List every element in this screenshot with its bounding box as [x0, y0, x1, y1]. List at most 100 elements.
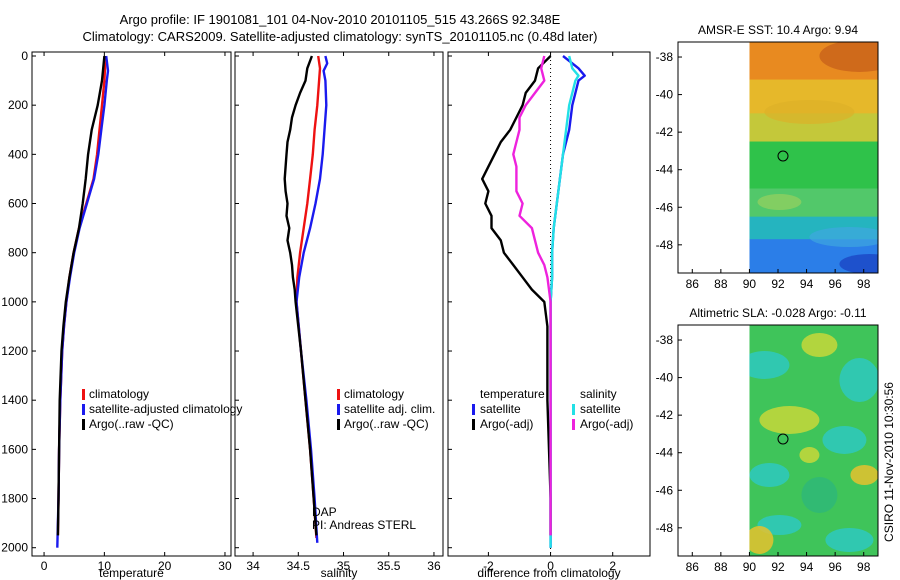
series-line	[295, 55, 322, 538]
map-field	[749, 42, 879, 273]
x-tick-label: 20	[158, 559, 172, 573]
warm-patch	[764, 100, 855, 124]
x-tick-label: 36	[427, 559, 441, 573]
x-tick-label: 35.5	[377, 559, 401, 573]
legend-label: satellite	[580, 402, 621, 416]
temperature-profile: 0 10 20 30 0 200 400 600 800 1000 1200 1400 1600 1800…	[1, 49, 242, 580]
y-tick-label: 800	[8, 246, 28, 260]
y-tick-label: 1600	[1, 442, 28, 456]
warm-patch	[819, 42, 879, 72]
color-band	[749, 141, 878, 189]
anomaly-patch	[839, 358, 879, 402]
y-tick-label: 200	[8, 98, 28, 112]
annotation: DAP	[312, 505, 337, 519]
legend-label: satellite-adjusted climatology	[89, 402, 242, 416]
anomaly-patch	[749, 463, 790, 487]
x-tick-label: 90	[743, 560, 757, 574]
legend-swatch	[472, 419, 475, 430]
plot-frame	[447, 51, 651, 557]
y-tick-label: 1000	[1, 295, 28, 309]
legend-swatch	[337, 419, 340, 430]
legend-label: climatology	[344, 387, 404, 401]
anomaly-patch	[759, 406, 820, 434]
map-field	[749, 325, 879, 556]
x-tick-label: 94	[800, 277, 814, 291]
y-tick-label: -48	[656, 521, 674, 535]
credit-text: CSIRO 11-Nov-2010 10:30:56	[882, 382, 896, 542]
x-axis-label: temperature	[99, 566, 164, 580]
anomaly-patch	[799, 447, 820, 463]
anomaly-patch	[749, 526, 774, 554]
y-tick-label: -42	[656, 408, 674, 422]
x-tick-label: 34.5	[287, 559, 311, 573]
sst-map: AMSR-E SST: 10.4 Argo: 9.94 86 88 90 92 94 96 9…	[656, 23, 879, 291]
y-tick-label: 400	[8, 147, 28, 161]
x-axis-label: salinity	[321, 566, 358, 580]
legend-label: Argo(..raw -QC)	[89, 417, 174, 431]
plot-frame	[234, 51, 444, 557]
legend-swatch	[337, 389, 340, 400]
y-tick-label: 1400	[1, 393, 28, 407]
anomaly-patch	[825, 528, 874, 552]
y-tick-label: 0	[21, 49, 28, 63]
series-line	[283, 55, 318, 536]
y-tick-label: -42	[656, 125, 674, 139]
map-title: AMSR-E SST: 10.4 Argo: 9.94	[698, 23, 858, 37]
series-line	[56, 55, 107, 536]
x-tick-label: 96	[828, 277, 842, 291]
y-tick-label: -48	[656, 238, 674, 252]
figure-title-line1: Argo profile: IF 1901081_101 04-Nov-2010…	[120, 12, 561, 27]
y-tick-label: 1200	[1, 344, 28, 358]
x-tick-label: 2	[609, 559, 616, 573]
cool-patch	[757, 194, 802, 210]
legend-swatch	[472, 404, 475, 415]
legend-swatch	[572, 404, 575, 415]
series-line	[56, 55, 106, 536]
cool-patch	[809, 227, 879, 247]
anomaly-patch	[822, 426, 867, 454]
y-tick-label: -46	[656, 483, 674, 497]
y-tick-label: -38	[656, 333, 674, 347]
legend-label: Argo(..raw -QC)	[344, 417, 429, 431]
y-tick-label: -44	[656, 163, 674, 177]
x-tick-label: -2	[483, 559, 494, 573]
legend-swatch	[82, 389, 85, 400]
x-tick-label: 98	[857, 560, 871, 574]
anomaly-patch	[749, 351, 790, 379]
x-tick-label: 92	[771, 560, 785, 574]
series-line	[549, 55, 586, 548]
legend-group-title: salinity	[580, 387, 617, 401]
anomaly-patch	[801, 333, 838, 357]
annotation: PI: Andreas STERL	[312, 518, 416, 532]
x-tick-label: 86	[686, 277, 700, 291]
legend-group-title: temperature	[480, 387, 545, 401]
legend-label: satellite adj. clim.	[344, 402, 435, 416]
legend-label: Argo(-adj)	[480, 417, 533, 431]
y-tick-label: 1800	[1, 492, 28, 506]
anomaly-patch	[850, 465, 879, 485]
argo-location-marker	[777, 433, 789, 445]
y-tick-label: -46	[656, 200, 674, 214]
series-line	[481, 55, 552, 536]
y-tick-label: -40	[656, 371, 674, 385]
legend-swatch	[572, 419, 575, 430]
x-tick-label: 92	[771, 277, 785, 291]
y-tick-label: -44	[656, 446, 674, 460]
series-line	[512, 55, 552, 536]
x-tick-label: 86	[686, 560, 700, 574]
x-tick-label: 96	[828, 560, 842, 574]
y-tick-label: 600	[8, 197, 28, 211]
y-tick-label: -40	[656, 88, 674, 102]
sla-map: Altimetric SLA: -0.028 Argo: -0.11 86 88 90…	[656, 306, 879, 574]
x-tick-label: 88	[714, 277, 728, 291]
salinity-profile: 34 34.5 35 35.5 36 salinity climatologysatelli…	[234, 51, 444, 580]
y-tick-label: -38	[656, 50, 674, 64]
cold-patch	[839, 254, 879, 273]
figure-title-line2: Climatology: CARS2009. Satellite-adjuste…	[83, 29, 598, 44]
x-tick-label: 0	[41, 559, 48, 573]
legend-label: satellite	[480, 402, 521, 416]
x-tick-label: 98	[857, 277, 871, 291]
series-line	[549, 55, 580, 548]
